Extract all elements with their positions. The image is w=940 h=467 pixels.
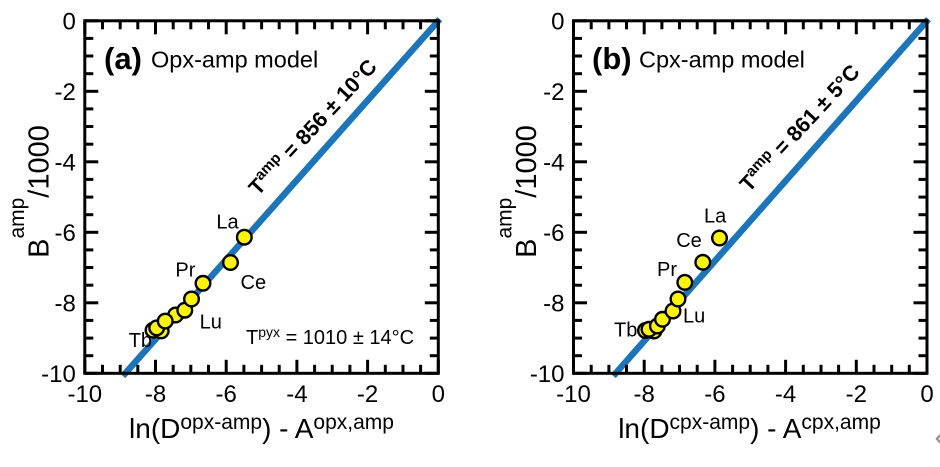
svg-text:Ce: Ce bbox=[241, 272, 267, 294]
svg-text:-4: -4 bbox=[775, 381, 796, 408]
svg-text:-2: -2 bbox=[54, 79, 75, 106]
svg-text:(b): (b) bbox=[592, 41, 632, 76]
svg-text:-6: -6 bbox=[54, 220, 75, 247]
svg-text:Pr: Pr bbox=[657, 259, 677, 281]
svg-text:ln(Dopx-amp) - Aopx,amp: ln(Dopx-amp) - Aopx,amp bbox=[129, 411, 394, 444]
svg-text:Lu: Lu bbox=[683, 306, 705, 328]
svg-text:-4: -4 bbox=[543, 149, 564, 176]
svg-text:0: 0 bbox=[920, 381, 933, 408]
svg-text:Cpx-amp model: Cpx-amp model bbox=[639, 47, 805, 73]
svg-text:-4: -4 bbox=[286, 381, 307, 408]
svg-text:-6: -6 bbox=[543, 220, 564, 247]
svg-text:-4: -4 bbox=[54, 149, 75, 176]
svg-text:-8: -8 bbox=[145, 381, 166, 408]
svg-text:-2: -2 bbox=[543, 79, 564, 106]
svg-text:-8: -8 bbox=[54, 290, 75, 317]
svg-text:Tb: Tb bbox=[614, 320, 637, 342]
svg-text:Lu: Lu bbox=[200, 312, 222, 334]
svg-text:0: 0 bbox=[62, 8, 75, 35]
svg-text:-2: -2 bbox=[846, 381, 867, 408]
svg-text:0: 0 bbox=[432, 381, 445, 408]
svg-text:(a): (a) bbox=[104, 41, 142, 76]
svg-text:-10: -10 bbox=[41, 361, 76, 388]
svg-text:-2: -2 bbox=[357, 381, 378, 408]
svg-text:ln(Dcpx-amp) - Acpx,amp: ln(Dcpx-amp) - Acpx,amp bbox=[618, 411, 881, 444]
svg-text:-8: -8 bbox=[543, 290, 564, 317]
svg-text:-10: -10 bbox=[530, 361, 565, 388]
svg-text:0: 0 bbox=[551, 8, 564, 35]
svg-text:-8: -8 bbox=[634, 381, 655, 408]
svg-text:Pr: Pr bbox=[175, 260, 195, 282]
svg-text:-6: -6 bbox=[216, 381, 237, 408]
svg-text:-10: -10 bbox=[556, 381, 591, 408]
svg-text:-6: -6 bbox=[704, 381, 725, 408]
svg-text:La: La bbox=[704, 206, 727, 228]
svg-text:Tb: Tb bbox=[129, 330, 152, 352]
svg-text:Ce: Ce bbox=[676, 230, 702, 252]
svg-text:La: La bbox=[216, 212, 239, 234]
svg-text:Opx-amp model: Opx-amp model bbox=[151, 47, 318, 73]
svg-text:-10: -10 bbox=[67, 381, 102, 408]
